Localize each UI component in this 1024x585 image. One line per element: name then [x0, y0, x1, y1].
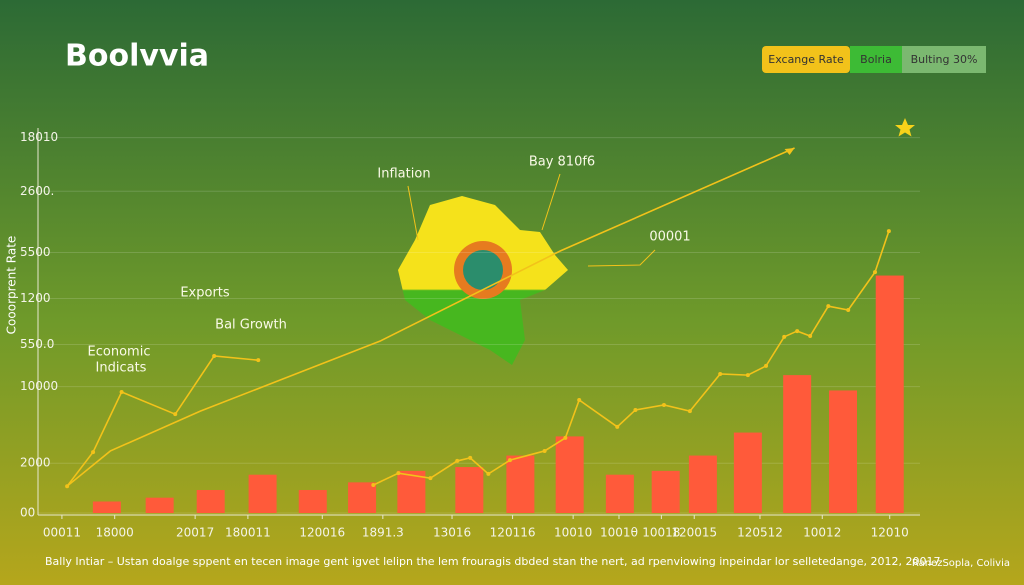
line-point: [542, 448, 547, 453]
annotation: Indicats: [96, 361, 147, 376]
leader-lines: [407, 173, 656, 267]
line-point: [563, 435, 568, 440]
line-point: [782, 334, 787, 339]
bar: [875, 275, 904, 513]
bar: [298, 490, 327, 513]
tab[interactable]: [762, 46, 850, 73]
y-tick-label: 00: [20, 506, 35, 520]
line-point: [795, 329, 800, 334]
emblem-inner: [463, 250, 503, 290]
x-tick-label: 13016: [433, 526, 471, 540]
bar: [196, 490, 225, 513]
annotation: Inflation: [377, 167, 430, 182]
line-point: [468, 455, 473, 460]
source: RanezSopla, Colivia: [912, 558, 1010, 569]
x-tick-label: 20017: [176, 526, 214, 540]
bar: [829, 390, 858, 513]
annotation: Exports: [180, 286, 230, 301]
annotation: 00001: [649, 230, 690, 245]
line-point: [661, 402, 666, 407]
line-point: [846, 308, 851, 313]
y-tick-label: 18010: [20, 130, 58, 144]
x-tick-label: 120015: [671, 526, 717, 540]
bar: [733, 432, 762, 513]
bar: [348, 482, 377, 513]
tab-label[interactable]: Excange Rate: [768, 53, 844, 66]
line-point: [428, 476, 433, 481]
line-point: [577, 398, 582, 403]
x-tick-label: 18000: [96, 526, 134, 540]
line-point: [687, 409, 692, 414]
line-point: [91, 450, 96, 455]
line-point: [507, 458, 512, 463]
line-point: [745, 373, 750, 378]
tab-label[interactable]: Bulting 30%: [911, 53, 978, 66]
x-tick-label: 10010: [554, 526, 592, 540]
bar: [145, 497, 174, 513]
bar: [506, 455, 535, 513]
line-point: [212, 353, 217, 358]
line-point: [886, 229, 891, 234]
bar: [783, 375, 812, 513]
star: [895, 118, 915, 137]
line-point: [256, 358, 261, 363]
line-point: [808, 334, 813, 339]
x-tick-label: 1001θ: [600, 526, 638, 540]
tab[interactable]: [850, 46, 902, 73]
footer: Bally Intiar – Ustan doalge sppent en te…: [45, 555, 940, 568]
bar: [555, 436, 584, 513]
annotation: Bay 810f6: [529, 155, 595, 170]
bar: [248, 474, 277, 513]
x-tick-label: 1891.3: [362, 526, 404, 540]
x-tick-label: 10018: [642, 526, 680, 540]
chart-title: Boolvvia: [65, 39, 209, 74]
line-point: [826, 304, 831, 309]
bar: [92, 501, 121, 513]
bar: [651, 470, 680, 513]
y-tick-label: 2600.: [20, 184, 54, 198]
line-point: [455, 458, 460, 463]
line-point: [764, 363, 769, 368]
x-tick-label: 10012: [803, 526, 841, 540]
annotation: Economic: [88, 345, 151, 360]
annotation: Bal Growth: [215, 318, 287, 333]
line-point: [371, 483, 376, 488]
line-point: [486, 471, 491, 476]
line-point: [873, 270, 878, 275]
x-tick-label: 120016: [299, 526, 345, 540]
x-tick-label: 120116: [490, 526, 536, 540]
tab[interactable]: [902, 46, 986, 73]
y-tick-label: 550.0: [20, 337, 54, 351]
arrow-head: [784, 148, 795, 156]
bar: [455, 467, 484, 513]
line: [66, 230, 890, 487]
bar: [397, 470, 426, 513]
x-tick-label: 120512: [737, 526, 783, 540]
y-tick-label: 5500: [20, 245, 51, 259]
tab-label[interactable]: Bolria: [860, 53, 892, 66]
line: [66, 147, 795, 487]
line-point: [615, 424, 620, 429]
bar: [605, 474, 634, 513]
x-tick-label: 180011: [225, 526, 271, 540]
bar: [688, 455, 717, 513]
y-tick-label: 2000: [20, 456, 51, 470]
x-tick-label: 00011: [43, 526, 81, 540]
y-tick-label: 10000: [20, 379, 58, 393]
line-point: [173, 412, 178, 417]
line-point: [119, 389, 124, 394]
y-tick-label: 1200: [20, 291, 51, 305]
y-axis-label: Cooorprent Rate: [5, 236, 19, 335]
line-point: [633, 407, 638, 412]
x-tick-label: 12010: [871, 526, 909, 540]
line-point: [718, 371, 723, 376]
line-point: [396, 471, 401, 476]
